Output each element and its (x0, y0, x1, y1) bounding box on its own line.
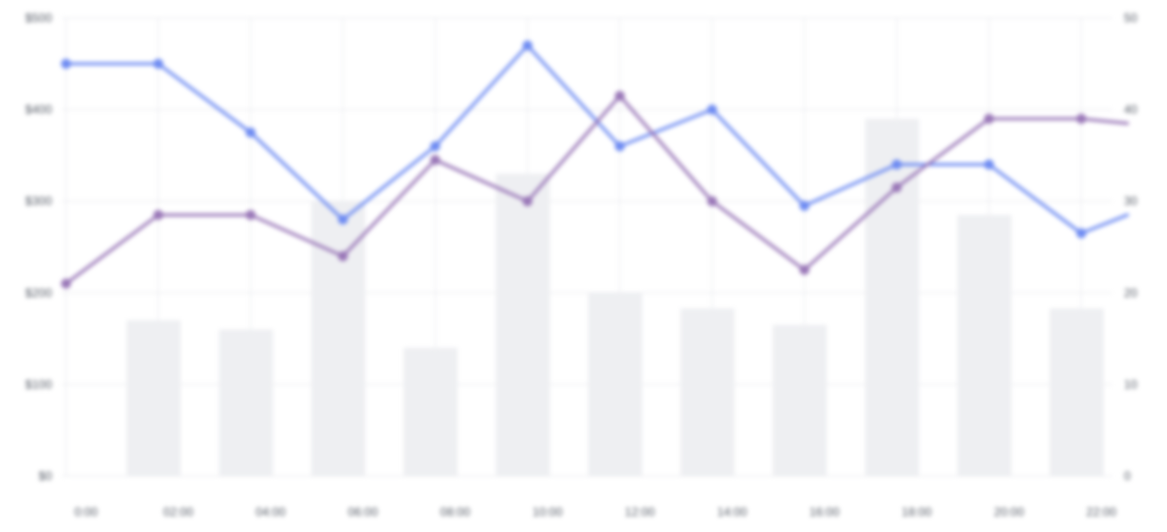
bar (865, 118, 920, 476)
x-axis-tick-label: 16:00 (809, 505, 839, 519)
series-point-1 (153, 58, 164, 69)
series-line-1 (64, 43, 1129, 235)
left-axis-tick-label: $400 (25, 103, 52, 117)
x-axis-tick-label: 08:00 (440, 505, 470, 519)
series-point-2 (614, 90, 625, 101)
x-axis-tick-label: 0:00 (74, 505, 98, 519)
bar (1049, 308, 1104, 476)
bar (403, 347, 458, 476)
right-axis-tick-label: 40 (1124, 103, 1138, 117)
bar (772, 324, 827, 476)
x-axis-tick-label: 12:00 (625, 505, 655, 519)
bar (495, 173, 550, 476)
x-axis-tick-label: 06:00 (348, 505, 378, 519)
x-axis-tick-label: 14:00 (717, 505, 747, 519)
series-point-1 (984, 159, 994, 170)
x-axis-tick-label: 04:00 (256, 505, 286, 519)
series-point-2 (245, 209, 256, 220)
right-axis-tick-label: 30 (1124, 194, 1138, 208)
left-axis-tick-label: $300 (25, 194, 52, 208)
series-point-2 (430, 154, 441, 165)
series-point-1 (522, 40, 533, 51)
right-axis-tick-label: 50 (1124, 11, 1138, 25)
series-point-2 (1076, 113, 1087, 124)
series-point-2 (522, 196, 533, 207)
series-point-2 (799, 264, 810, 275)
left-axis-tick-label: $200 (25, 286, 52, 300)
x-axis-tick-label: 20:00 (994, 505, 1024, 519)
bar (588, 292, 643, 476)
left-axis-tick-label: $500 (25, 11, 52, 25)
bar (126, 320, 181, 476)
right-axis-tick-label: 10 (1124, 377, 1138, 391)
right-axis-tick-label: 0 (1124, 469, 1131, 483)
right-axis-tick-label: 20 (1124, 286, 1138, 300)
left-axis-tick-label: $0 (39, 469, 53, 483)
series-point-2 (984, 113, 994, 124)
series-point-1 (891, 159, 902, 170)
bar (680, 308, 735, 476)
x-axis-tick-label: 18:00 (902, 505, 932, 519)
series-point-1 (799, 200, 810, 211)
series-point-2 (337, 251, 348, 262)
bar (218, 329, 273, 476)
bar (957, 214, 1012, 476)
series-point-1 (1076, 228, 1087, 239)
x-axis-tick-label: 22:00 (1086, 505, 1116, 519)
series-point-2 (707, 196, 718, 207)
series-point-1 (61, 58, 71, 69)
left-axis-tick-label: $100 (25, 377, 52, 391)
x-axis-tick-label: 02:00 (163, 505, 193, 519)
series-point-1 (337, 214, 348, 225)
series-point-1 (430, 141, 441, 152)
series-point-2 (61, 278, 71, 289)
series-point-2 (891, 182, 902, 193)
series-point-1 (614, 141, 625, 152)
series-point-2 (153, 209, 164, 220)
series-point-1 (707, 104, 718, 115)
series-point-1 (245, 127, 256, 138)
x-axis-tick-label: 10:00 (532, 505, 562, 519)
